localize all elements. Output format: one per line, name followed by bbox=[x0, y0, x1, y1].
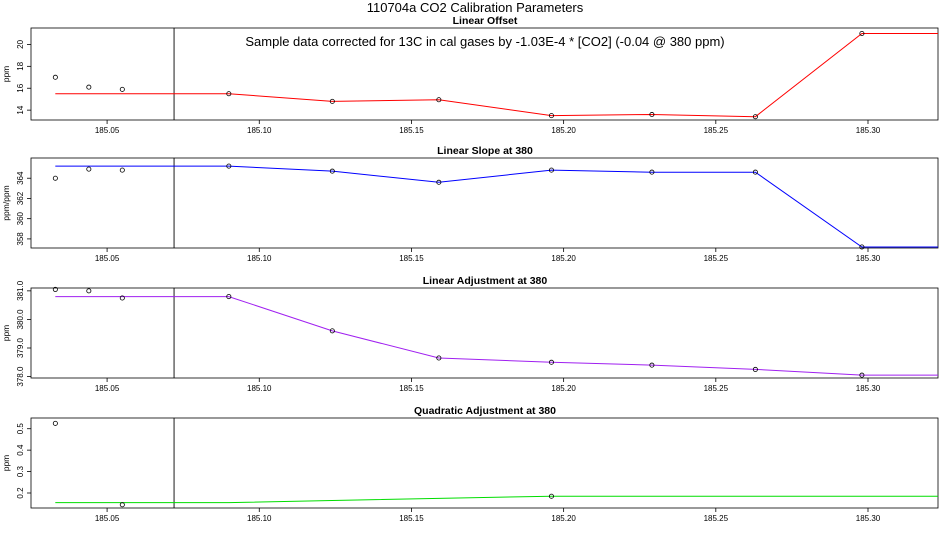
data-point bbox=[52, 286, 58, 292]
plot-frame bbox=[30, 27, 939, 121]
data-point bbox=[548, 359, 554, 365]
x-tick-label: 185.15 bbox=[399, 384, 424, 393]
x-tick-label: 185.10 bbox=[247, 384, 272, 393]
data-point bbox=[649, 169, 655, 175]
x-tick-label: 185.05 bbox=[95, 126, 120, 135]
x-tick-label: 185.20 bbox=[551, 384, 576, 393]
x-tick-label: 185.25 bbox=[704, 126, 729, 135]
data-point bbox=[52, 175, 58, 181]
y-tick-label: 20 bbox=[16, 39, 25, 48]
data-point bbox=[329, 168, 335, 174]
x-tick-label: 185.30 bbox=[856, 384, 881, 393]
chart-panels: Linear Offset ppm 185.05 185.10 185.15 185.20… bbox=[1, 15, 939, 523]
x-tick-label: 185.30 bbox=[856, 254, 881, 263]
x-tick-label: 185.20 bbox=[551, 126, 576, 135]
y-tick-label: 362 bbox=[16, 191, 25, 205]
y-tick-label: 364 bbox=[16, 171, 25, 185]
data-point bbox=[329, 98, 335, 104]
x-tick-label: 185.20 bbox=[551, 514, 576, 523]
data-point bbox=[119, 295, 125, 301]
data-point bbox=[859, 372, 865, 378]
data-point bbox=[119, 86, 125, 92]
x-tick-label: 185.30 bbox=[856, 126, 881, 135]
plot-frame bbox=[30, 417, 939, 509]
x-tick-label: 185.15 bbox=[399, 254, 424, 263]
data-point bbox=[548, 167, 554, 173]
data-point bbox=[436, 355, 442, 361]
x-tick-label: 185.10 bbox=[247, 514, 272, 523]
y-tick-label: 378.0 bbox=[16, 366, 25, 387]
data-point bbox=[548, 493, 554, 499]
y-tick-label: 358 bbox=[16, 232, 25, 246]
data-point bbox=[752, 169, 758, 175]
y-axis-label: ppm/ppm bbox=[1, 185, 11, 220]
panel-1: Linear Offset ppm 185.05 185.10 185.15 185.20… bbox=[1, 15, 939, 135]
y-tick-label: 360 bbox=[16, 211, 25, 225]
figure-title: 110704a CO2 Calibration Parameters bbox=[367, 0, 584, 15]
data-point bbox=[752, 114, 758, 120]
y-axis-label: ppm bbox=[1, 325, 11, 342]
y-tick-label: 379.0 bbox=[16, 337, 25, 358]
data-point bbox=[86, 288, 92, 294]
x-tick-label: 185.05 bbox=[95, 384, 120, 393]
x-tick-label: 185.05 bbox=[95, 254, 120, 263]
x-tick-label: 185.05 bbox=[95, 514, 120, 523]
data-point bbox=[436, 97, 442, 103]
series-line bbox=[55, 33, 938, 118]
panel-3: Linear Adjustment at 380 ppm 185.05 185.10 1… bbox=[1, 275, 939, 393]
data-point bbox=[649, 112, 655, 118]
data-point bbox=[86, 166, 92, 172]
data-point bbox=[436, 179, 442, 185]
data-point bbox=[119, 502, 125, 508]
series-line bbox=[55, 296, 938, 376]
panel-title: Linear Slope at 380 bbox=[437, 145, 533, 157]
x-tick-label: 185.10 bbox=[247, 126, 272, 135]
panel-title: Linear Offset bbox=[453, 15, 518, 27]
y-tick-label: 0.2 bbox=[16, 487, 25, 499]
y-tick-label: 381.0 bbox=[16, 280, 25, 301]
data-point bbox=[119, 167, 125, 173]
plot-frame bbox=[30, 287, 939, 379]
x-tick-label: 185.10 bbox=[247, 254, 272, 263]
y-tick-label: 0.3 bbox=[16, 465, 25, 477]
x-tick-label: 185.30 bbox=[856, 514, 881, 523]
y-tick-label: 0.4 bbox=[16, 444, 25, 456]
data-point bbox=[52, 420, 58, 426]
data-point bbox=[86, 84, 92, 90]
x-tick-label: 185.15 bbox=[399, 126, 424, 135]
figure-annotation: Sample data corrected for 13C in cal gas… bbox=[245, 34, 724, 49]
data-point bbox=[226, 91, 232, 97]
panel-2: Linear Slope at 380 ppm/ppm 185.05 185.10 18… bbox=[1, 145, 939, 263]
series-line bbox=[55, 165, 938, 248]
y-tick-label: 18 bbox=[16, 61, 25, 70]
y-tick-label: 0.5 bbox=[16, 423, 25, 435]
panel-title: Linear Adjustment at 380 bbox=[423, 275, 548, 287]
data-point bbox=[859, 244, 865, 250]
data-point bbox=[329, 328, 335, 334]
series-line bbox=[55, 495, 938, 504]
data-point bbox=[52, 74, 58, 80]
x-tick-label: 185.25 bbox=[704, 254, 729, 263]
data-point bbox=[752, 366, 758, 372]
plot-frame bbox=[30, 157, 939, 249]
y-axis-label: ppm bbox=[1, 66, 11, 83]
y-tick-label: 16 bbox=[16, 83, 25, 92]
x-tick-label: 185.15 bbox=[399, 514, 424, 523]
data-point bbox=[226, 163, 232, 169]
x-tick-label: 185.20 bbox=[551, 254, 576, 263]
y-tick-label: 380.0 bbox=[16, 309, 25, 330]
x-tick-label: 185.25 bbox=[704, 514, 729, 523]
data-point bbox=[649, 362, 655, 368]
data-point bbox=[226, 294, 232, 300]
y-axis-label: ppm bbox=[1, 455, 11, 472]
data-point bbox=[548, 113, 554, 119]
x-tick-label: 185.25 bbox=[704, 384, 729, 393]
data-point bbox=[859, 30, 865, 36]
panel-title: Quadratic Adjustment at 380 bbox=[414, 405, 556, 417]
y-tick-label: 14 bbox=[16, 105, 25, 114]
panel-4: Quadratic Adjustment at 380 ppm 185.05 185.… bbox=[1, 405, 939, 523]
